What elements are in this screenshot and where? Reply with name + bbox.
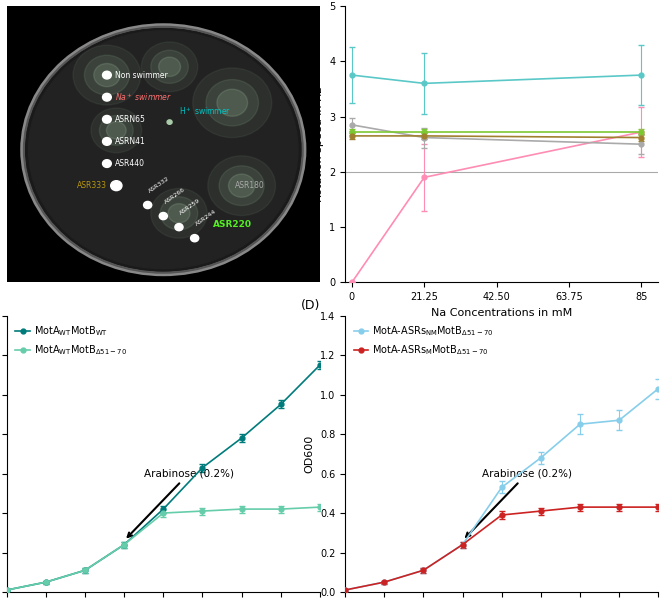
- Circle shape: [219, 166, 264, 206]
- Circle shape: [159, 57, 180, 77]
- Text: ASR180: ASR180: [235, 181, 265, 190]
- Text: Arabinose (0.2%): Arabinose (0.2%): [466, 469, 572, 537]
- Text: (A): (A): [16, 20, 35, 33]
- Text: ASR333: ASR333: [77, 181, 107, 190]
- Legend: MotA$_{\mathregular{WT}}$MotB$_{\mathregular{WT}}$, MotA$_{\mathregular{WT}}$Mot: MotA$_{\mathregular{WT}}$MotB$_{\mathreg…: [11, 321, 131, 361]
- Circle shape: [102, 93, 111, 101]
- Text: ASR259: ASR259: [179, 198, 201, 216]
- Circle shape: [193, 68, 272, 138]
- Circle shape: [84, 55, 130, 95]
- Text: Na$^+$ swimmer: Na$^+$ swimmer: [115, 91, 172, 103]
- Circle shape: [191, 234, 199, 242]
- Circle shape: [206, 80, 259, 126]
- Circle shape: [106, 121, 126, 139]
- Text: ASR440: ASR440: [115, 159, 145, 168]
- Circle shape: [99, 115, 133, 145]
- Text: ASRN41: ASRN41: [115, 137, 146, 146]
- Circle shape: [102, 138, 111, 145]
- Circle shape: [102, 115, 111, 123]
- Circle shape: [167, 120, 172, 124]
- Circle shape: [102, 160, 111, 167]
- Circle shape: [168, 204, 190, 223]
- Text: H$^+$ swimmer: H$^+$ swimmer: [179, 105, 231, 117]
- Text: ASR220: ASR220: [213, 220, 253, 229]
- Circle shape: [102, 71, 111, 79]
- Circle shape: [110, 181, 122, 191]
- Y-axis label: Rotation speed in Hz: Rotation speed in Hz: [313, 87, 323, 202]
- Text: ASR332: ASR332: [148, 176, 170, 194]
- Circle shape: [142, 42, 198, 91]
- X-axis label: Na Concentrations in mM: Na Concentrations in mM: [431, 308, 573, 318]
- Circle shape: [144, 202, 152, 209]
- Circle shape: [160, 197, 198, 230]
- Circle shape: [94, 63, 120, 87]
- Circle shape: [73, 45, 141, 105]
- Circle shape: [175, 224, 183, 231]
- Text: (D): (D): [301, 299, 321, 312]
- Circle shape: [159, 212, 168, 219]
- Circle shape: [207, 156, 275, 215]
- Circle shape: [151, 50, 188, 83]
- Circle shape: [217, 89, 247, 116]
- Circle shape: [23, 25, 305, 274]
- Text: ASR266: ASR266: [164, 187, 186, 205]
- Text: ASR244: ASR244: [195, 209, 217, 227]
- Legend: MotA-ASRs$_{\mathregular{NM}}$MotB$_{\mathregular{\Delta51-70}}$, MotA-ASRs$_{\m: MotA-ASRs$_{\mathregular{NM}}$MotB$_{\ma…: [350, 321, 497, 361]
- Circle shape: [151, 188, 207, 238]
- Circle shape: [229, 174, 255, 197]
- Circle shape: [29, 31, 298, 269]
- Circle shape: [91, 108, 142, 152]
- Y-axis label: OD600: OD600: [305, 435, 315, 473]
- Text: ASRN65: ASRN65: [115, 115, 146, 124]
- Text: Arabinose (0.2%): Arabinose (0.2%): [128, 469, 233, 537]
- Text: Non swimmer: Non swimmer: [115, 71, 168, 80]
